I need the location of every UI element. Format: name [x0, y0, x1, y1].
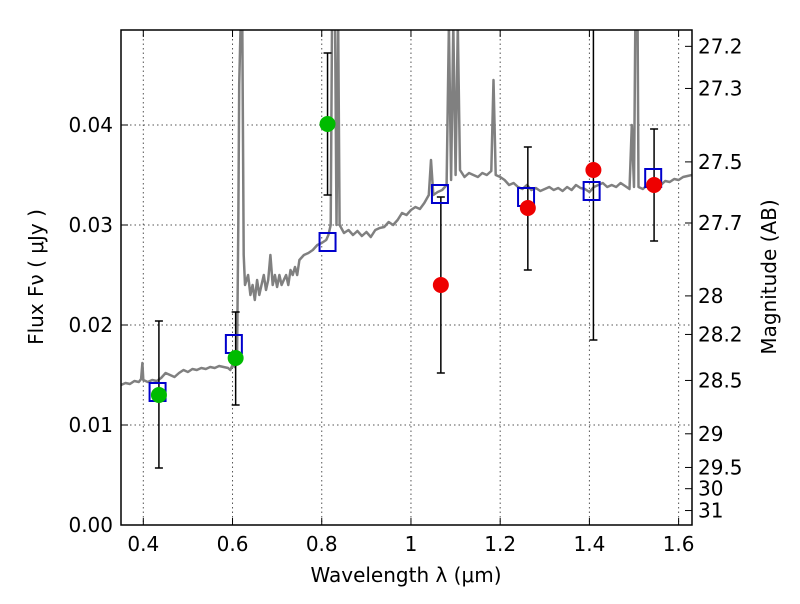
magnitude-tick-label: 29.5: [698, 455, 743, 479]
y-tick-label: 0.01: [68, 413, 113, 437]
observed-points: [150, 116, 663, 403]
x-tick-label: 1: [405, 532, 418, 556]
model-box-marker: [318, 232, 337, 252]
magnitude-tick-label: 29: [698, 422, 723, 446]
y-tick-label: 0.03: [68, 213, 113, 237]
model-boxes: [148, 168, 663, 402]
magnitude-tick-label: 27.7: [698, 211, 743, 235]
x-tick-label: 0.4: [127, 532, 159, 556]
spectrum-line: [121, 30, 692, 387]
magnitude-tick-label: 30: [698, 477, 723, 501]
model-box-marker: [582, 181, 601, 201]
magnitude-tick-label: 28.2: [698, 322, 743, 346]
x-axis-label: Wavelength λ (μm): [310, 563, 501, 587]
x-tick-label: 1.6: [663, 532, 695, 556]
x-tick-label: 1.4: [573, 532, 605, 556]
magnitude-tick-label: 27.3: [698, 76, 743, 100]
plot-frame: [120, 29, 693, 526]
magnitude-tick-label: 27.2: [698, 34, 743, 58]
y-tick-label: 0.04: [68, 113, 113, 137]
x-tick-label: 0.8: [306, 532, 338, 556]
magnitude-axis-label: Magnitude (AB): [757, 199, 781, 354]
red-data-point: [646, 177, 663, 193]
red-data-point: [432, 277, 449, 293]
green-data-point: [150, 387, 167, 403]
x-tick-label: 0.6: [217, 532, 249, 556]
green-data-point: [319, 116, 336, 132]
red-data-point: [585, 162, 602, 178]
model-box-marker: [430, 184, 449, 204]
grid-lines: [121, 30, 692, 525]
x-tick-label: 1.2: [484, 532, 516, 556]
y-axis-ticks: 0.00 0.01 0.02 0.03 0.04: [68, 113, 128, 537]
red-data-point: [519, 200, 536, 216]
errorbars: [154, 30, 659, 469]
magnitude-tick-label: 27.5: [698, 150, 743, 174]
x-axis-ticks: 0.4 0.6 0.8 1 1.2 1.4 1.6: [127, 30, 695, 556]
y-axis-label: Flux Fν ( μJy ): [24, 209, 48, 345]
spectrum-series: [121, 30, 692, 387]
magnitude-tick-label: 31: [698, 499, 723, 523]
magnitude-tick-label: 28: [698, 284, 723, 308]
green-data-point: [227, 350, 244, 366]
magnitude-tick-label: 28.5: [698, 368, 743, 392]
y-tick-label: 0.02: [68, 313, 113, 337]
y-tick-label: 0.00: [68, 513, 113, 537]
